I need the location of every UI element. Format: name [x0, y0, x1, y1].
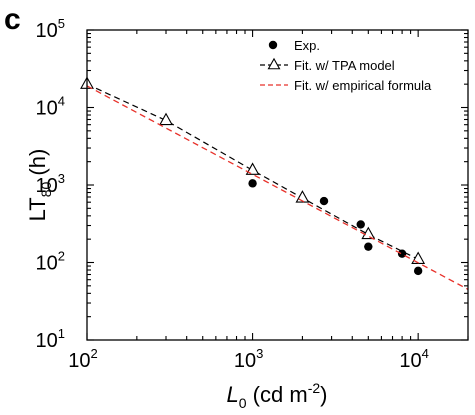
- series-fit-w-tpa-model: [80, 76, 426, 264]
- legend-marker: [268, 40, 278, 50]
- y-tick-label: 102: [36, 249, 65, 275]
- plot-frame: [86, 29, 469, 341]
- legend-item: Fit. w/ empirical formula: [260, 78, 432, 93]
- exp-data-point: [413, 266, 423, 276]
- y-tick-label: 103: [36, 171, 65, 197]
- x-tick-label: 102: [68, 346, 97, 372]
- x-tick-label: 103: [234, 346, 263, 372]
- tpa-fit-point: [159, 112, 173, 126]
- series-fit-w-empirical-formula: [86, 85, 469, 290]
- y-axis-title: LT80 (h): [25, 149, 54, 222]
- legend-label: Exp.: [294, 38, 320, 53]
- panel-label: c: [4, 3, 21, 36]
- tpa-fit-line: [86, 83, 419, 260]
- exp-data-point: [248, 179, 257, 188]
- empirical-fit-line: [86, 85, 469, 290]
- y-tick-label: 105: [36, 16, 65, 42]
- legend-item: Exp.: [268, 38, 320, 53]
- legend: Exp. Fit. w/ TPA model Fit. w/ empirical f…: [260, 38, 432, 93]
- legend-label: Fit. w/ TPA model: [294, 58, 395, 73]
- exp-data-point: [356, 220, 365, 229]
- x-axis-title: L0 (cd m-2): [227, 380, 328, 411]
- legend-label: Fit. w/ empirical formula: [294, 78, 432, 93]
- exp-data-point: [364, 242, 373, 251]
- tpa-fit-point: [245, 162, 260, 175]
- tpa-fit-point: [361, 226, 376, 240]
- y-tick-label: 101: [36, 326, 65, 352]
- series-exp: [248, 179, 423, 276]
- exp-data-point: [397, 249, 407, 258]
- plot-area: [80, 76, 469, 290]
- legend-marker: [267, 57, 281, 70]
- x-tick-label: 104: [399, 346, 428, 372]
- legend-item: Fit. w/ TPA model: [260, 57, 395, 73]
- exp-data-point: [319, 196, 329, 206]
- tpa-fit-point: [411, 251, 426, 264]
- tick-marks: [86, 29, 469, 341]
- y-tick-label: 104: [36, 94, 65, 120]
